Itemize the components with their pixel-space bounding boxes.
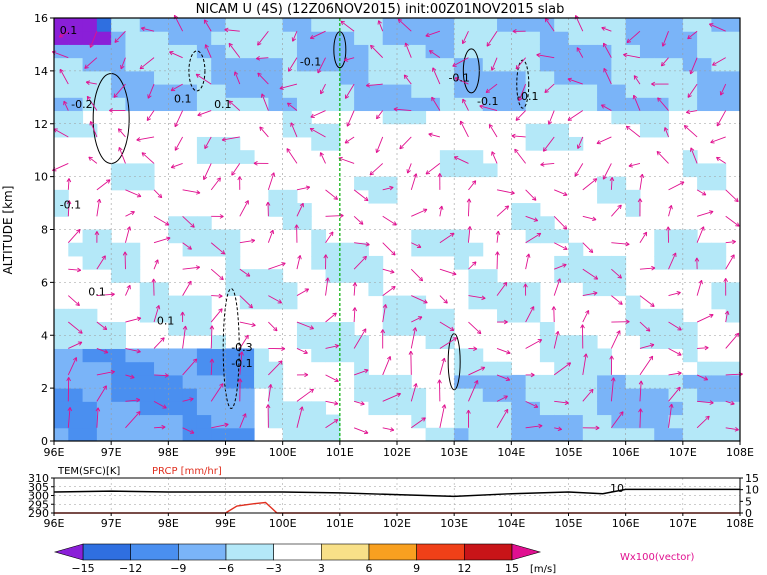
colorbar-tick-label: −9 [170, 562, 186, 575]
colorbar-tick-label: 9 [413, 562, 420, 575]
contour-label: -0.1 [448, 71, 469, 84]
temperature-tick-label: 300 [28, 490, 49, 503]
surface-x-tick-label: 99E [215, 517, 236, 530]
x-tick-label: 100E [269, 446, 297, 459]
contour-label: -0.3 [231, 341, 252, 354]
x-tick-label: 97E [101, 446, 122, 459]
contour-label: 0.1 [60, 24, 78, 37]
surface-x-tick-label: 104E [497, 517, 525, 530]
precip-tick-label: 10 [745, 484, 759, 497]
colorbar-tick-label: 15 [505, 562, 519, 575]
surface-x-tick-label: 97E [101, 517, 122, 530]
precip-tick-label: 5 [745, 495, 752, 508]
temperature-tick-label: 290 [28, 507, 49, 520]
contour-labels: 0.1 -0.2 0.1 0.1 -0.1 -0.1 -0.1 -0.1 0.1 0.1 -0.3 -… [60, 24, 539, 370]
y-tick-label: 4 [41, 329, 48, 342]
main-plot: 0.1 -0.2 0.1 0.1 -0.1 -0.1 -0.1 -0.1 0.1 0.1 -0.3 -… [1, 12, 754, 459]
colorbar-tick-label: 12 [457, 562, 471, 575]
surface-x-tick-label: 103E [440, 517, 468, 530]
surface-x-tick-label: 96E [44, 517, 65, 530]
x-tick-label: 108E [726, 446, 754, 459]
colorbar: −15 −12 −9 −6 −3 3 6 9 12 15 [m/s] Wx100(vector) [53, 543, 695, 575]
contour-label: -0.2 [71, 98, 92, 111]
colorbar-tick-label: −3 [266, 562, 282, 575]
y-tick-label: 14 [34, 65, 48, 78]
y-tick-label: 2 [41, 382, 48, 395]
surface-x-tick-label: 107E [669, 517, 697, 530]
precip-tick-label: 0 [745, 507, 752, 520]
main-y-axis: 0 2 4 6 8 10 12 14 16 [34, 12, 54, 448]
x-tick-label: 104E [497, 446, 525, 459]
contour-label: -0.1 [300, 56, 321, 69]
temperature-tick-label: 310 [28, 472, 49, 485]
contour-label: 0.1 [157, 315, 175, 328]
surface-panel: TEM(SFC)[K] PRCP [mm/hr] 10 290295300305… [28, 466, 759, 530]
temperature-series-label: TEM(SFC)[K] [57, 466, 120, 477]
surface-grid [54, 478, 740, 513]
chart-title: NICAM U (4S) (12Z06NOV2015) init:00Z01NO… [196, 2, 565, 17]
y-tick-label: 8 [41, 224, 48, 237]
surface-x-tick-label: 106E [612, 517, 640, 530]
temperature-line [53, 488, 740, 498]
wind-vectors [51, 14, 743, 435]
surface-x-axis: 96E 97E 98E 99E 100E 101E 102E 103E 104E 105E 106E… [44, 513, 754, 530]
surface-x-tick-label: 98E [158, 517, 179, 530]
surface-x-tick-label: 108E [726, 517, 754, 530]
y-axis-label: ALTITUDE [km] [1, 186, 15, 275]
y-tick-label: 16 [34, 12, 48, 25]
contour-label: 0.1 [88, 286, 106, 299]
colorbar-tick-label: −6 [218, 562, 234, 575]
surface-annotation: 10 [610, 482, 624, 495]
x-tick-label: 98E [158, 446, 179, 459]
contour-label: -0.1 [517, 90, 538, 103]
contour-label: -0.1 [231, 357, 252, 370]
colorbar-tick-label: 6 [366, 562, 373, 575]
surface-x-tick-label: 101E [326, 517, 354, 530]
x-tick-label: 106E [612, 446, 640, 459]
main-x-axis: 96E 97E 98E 99E 100E 101E 102E 103E 104E 105E 106E… [44, 441, 754, 459]
y-tick-label: 0 [41, 435, 48, 448]
temperature-tick-label: 305 [28, 481, 49, 494]
x-tick-label: 105E [555, 446, 583, 459]
x-tick-label: 101E [326, 446, 354, 459]
x-tick-label: 99E [215, 446, 236, 459]
vector-scale-label: Wx100(vector) [620, 552, 695, 563]
contour-label: -0.1 [60, 198, 81, 211]
grid-lines [54, 18, 740, 441]
x-tick-label: 102E [383, 446, 411, 459]
contour-label: -0.1 [477, 95, 498, 108]
colorbar-tick-label: −12 [119, 562, 142, 575]
contour-label: 0.1 [214, 98, 232, 111]
precip-series-label: PRCP [mm/hr] [152, 466, 222, 477]
colorbar-tick-label: −15 [71, 562, 94, 575]
contour-label: 0.1 [174, 93, 192, 106]
colorbar-tick-label: 3 [318, 562, 325, 575]
x-tick-label: 107E [669, 446, 697, 459]
colorbar-unit: [m/s] [530, 564, 556, 575]
precip-tick-label: 15 [745, 472, 759, 485]
x-tick-label: 96E [44, 446, 65, 459]
surface-x-tick-label: 105E [555, 517, 583, 530]
surface-x-tick-label: 100E [269, 517, 297, 530]
temperature-tick-label: 295 [28, 498, 49, 511]
y-tick-label: 6 [41, 276, 48, 289]
surface-x-tick-label: 102E [383, 517, 411, 530]
y-tick-label: 10 [34, 171, 48, 184]
y-tick-label: 12 [34, 118, 48, 131]
x-tick-label: 103E [440, 446, 468, 459]
